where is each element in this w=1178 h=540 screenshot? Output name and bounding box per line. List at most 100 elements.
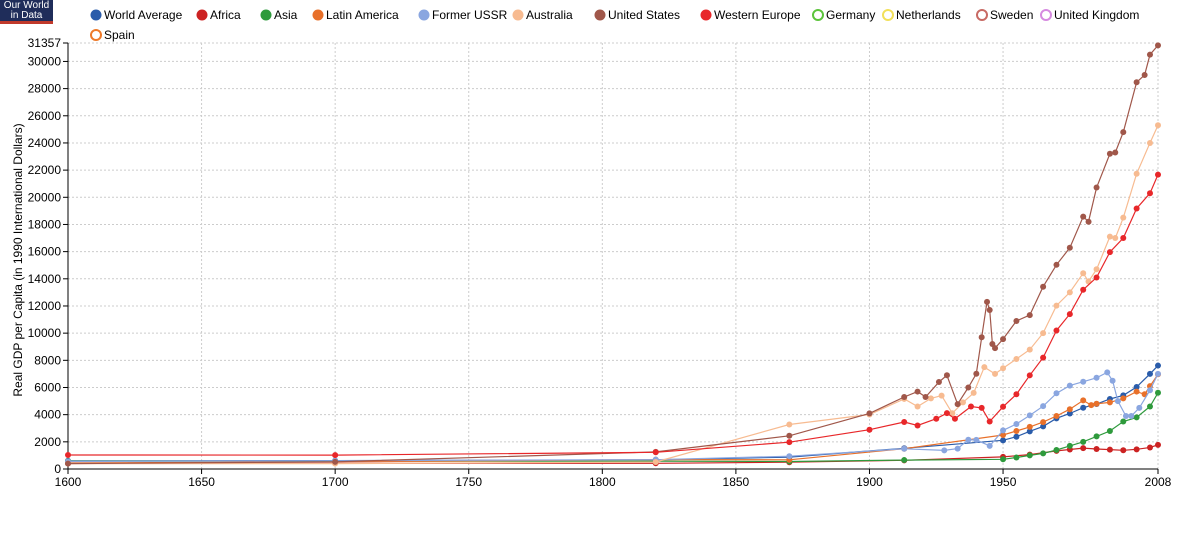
data-point[interactable] bbox=[65, 460, 71, 467]
data-point[interactable] bbox=[1146, 51, 1153, 58]
data-point[interactable] bbox=[1120, 235, 1127, 242]
data-point[interactable] bbox=[973, 436, 980, 443]
data-point[interactable] bbox=[652, 449, 659, 456]
legend-item-united-states[interactable]: United States bbox=[594, 8, 681, 22]
our-world-in-data-logo[interactable]: Our World in Data bbox=[0, 0, 53, 24]
data-point[interactable] bbox=[1013, 427, 1020, 434]
data-point[interactable] bbox=[786, 432, 793, 439]
data-point[interactable] bbox=[1120, 214, 1127, 221]
data-point[interactable] bbox=[1080, 397, 1087, 404]
data-point[interactable] bbox=[1026, 372, 1033, 379]
data-point[interactable] bbox=[1040, 354, 1047, 361]
legend-item-sweden[interactable]: Sweden bbox=[976, 8, 1033, 22]
data-point[interactable] bbox=[332, 458, 339, 465]
data-point[interactable] bbox=[1106, 249, 1113, 256]
data-point[interactable] bbox=[986, 418, 993, 425]
legend-item-africa[interactable]: Africa bbox=[196, 8, 242, 22]
data-point[interactable] bbox=[1080, 270, 1087, 277]
data-point[interactable] bbox=[1053, 390, 1060, 397]
data-point[interactable] bbox=[973, 370, 980, 377]
data-point[interactable] bbox=[1000, 431, 1007, 438]
data-point[interactable] bbox=[1000, 427, 1007, 434]
data-point[interactable] bbox=[1133, 383, 1140, 390]
data-point[interactable] bbox=[786, 453, 793, 460]
data-point[interactable] bbox=[1000, 336, 1007, 343]
data-point[interactable] bbox=[1155, 42, 1161, 49]
data-point[interactable] bbox=[1106, 399, 1113, 406]
data-point[interactable] bbox=[1155, 171, 1161, 178]
data-point[interactable] bbox=[1093, 274, 1100, 281]
data-point[interactable] bbox=[1133, 446, 1140, 453]
data-point[interactable] bbox=[786, 439, 793, 446]
data-point[interactable] bbox=[1136, 404, 1143, 411]
data-point[interactable] bbox=[1040, 403, 1047, 410]
data-point[interactable] bbox=[1093, 433, 1100, 440]
legend-item-asia[interactable]: Asia bbox=[260, 8, 298, 22]
data-point[interactable] bbox=[959, 399, 966, 406]
data-point[interactable] bbox=[986, 307, 993, 314]
data-point[interactable] bbox=[1066, 382, 1073, 389]
data-point[interactable] bbox=[933, 415, 940, 422]
data-point[interactable] bbox=[1088, 402, 1095, 409]
data-point[interactable] bbox=[1093, 374, 1100, 381]
legend-item-germany[interactable]: Germany bbox=[812, 8, 875, 22]
data-point[interactable] bbox=[949, 410, 956, 417]
data-point[interactable] bbox=[914, 422, 921, 429]
data-point[interactable] bbox=[967, 403, 974, 410]
data-point[interactable] bbox=[978, 404, 985, 411]
data-point[interactable] bbox=[941, 447, 948, 454]
data-point[interactable] bbox=[1026, 412, 1033, 419]
data-point[interactable] bbox=[1133, 79, 1140, 86]
data-point[interactable] bbox=[1120, 418, 1127, 425]
data-point[interactable] bbox=[1066, 311, 1073, 318]
data-point[interactable] bbox=[1013, 317, 1020, 324]
data-point[interactable] bbox=[1066, 244, 1073, 251]
data-point[interactable] bbox=[1133, 170, 1140, 177]
data-point[interactable] bbox=[1013, 420, 1020, 427]
data-point[interactable] bbox=[1013, 391, 1020, 398]
data-point[interactable] bbox=[1155, 441, 1161, 448]
data-point[interactable] bbox=[1080, 438, 1087, 445]
data-point[interactable] bbox=[970, 389, 977, 396]
data-point[interactable] bbox=[1066, 410, 1073, 417]
data-point[interactable] bbox=[1133, 414, 1140, 421]
data-point[interactable] bbox=[901, 445, 908, 452]
data-point[interactable] bbox=[1133, 388, 1140, 395]
data-point[interactable] bbox=[922, 393, 929, 400]
data-point[interactable] bbox=[954, 401, 961, 408]
data-point[interactable] bbox=[1106, 427, 1113, 434]
data-point[interactable] bbox=[1053, 446, 1060, 453]
series-asia[interactable] bbox=[65, 389, 1161, 465]
data-point[interactable] bbox=[1026, 423, 1033, 430]
data-point[interactable] bbox=[901, 457, 908, 464]
data-point[interactable] bbox=[951, 415, 958, 422]
data-point[interactable] bbox=[1114, 398, 1121, 405]
data-point[interactable] bbox=[1112, 235, 1119, 242]
data-point[interactable] bbox=[1085, 218, 1092, 225]
data-point[interactable] bbox=[1093, 446, 1100, 453]
data-point[interactable] bbox=[965, 384, 972, 391]
legend-item-world-average[interactable]: World Average bbox=[90, 8, 183, 22]
data-point[interactable] bbox=[866, 410, 873, 417]
data-point[interactable] bbox=[1013, 454, 1020, 461]
data-point[interactable] bbox=[1053, 261, 1060, 268]
data-point[interactable] bbox=[1109, 377, 1116, 384]
data-point[interactable] bbox=[1093, 184, 1100, 191]
legend-item-former-ussr[interactable]: Former USSR bbox=[418, 8, 508, 22]
data-point[interactable] bbox=[1080, 404, 1087, 411]
data-point[interactable] bbox=[65, 451, 71, 458]
data-point[interactable] bbox=[1053, 302, 1060, 309]
data-point[interactable] bbox=[1080, 445, 1087, 452]
data-point[interactable] bbox=[1053, 327, 1060, 334]
series-latin-america[interactable] bbox=[65, 371, 1161, 467]
series-united-states[interactable] bbox=[65, 42, 1161, 467]
legend-item-western-europe[interactable]: Western Europe bbox=[700, 8, 801, 22]
data-point[interactable] bbox=[1000, 365, 1007, 372]
data-point[interactable] bbox=[1146, 444, 1153, 451]
legend-item-united-kingdom[interactable]: United Kingdom bbox=[1040, 8, 1139, 22]
data-point[interactable] bbox=[901, 393, 908, 400]
data-point[interactable] bbox=[1040, 283, 1047, 290]
data-point[interactable] bbox=[986, 442, 993, 449]
legend-item-latin-america[interactable]: Latin America bbox=[312, 8, 400, 22]
data-point[interactable] bbox=[1120, 129, 1127, 136]
